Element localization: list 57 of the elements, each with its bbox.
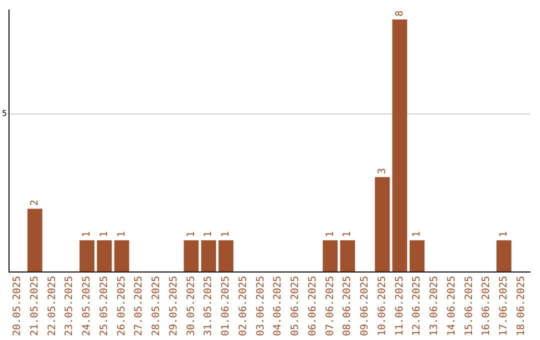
data-label: 1 bbox=[82, 231, 93, 238]
x-tick-label: 18.06.2025 bbox=[516, 276, 527, 336]
bar bbox=[96, 240, 112, 272]
bar bbox=[27, 208, 42, 272]
bar bbox=[340, 240, 356, 272]
x-tick-label: 20.05.2025 bbox=[12, 276, 24, 336]
x-tick-label: 06.06.2025 bbox=[307, 276, 318, 336]
x-tick-label: 14.06.2025 bbox=[446, 276, 458, 336]
x-tick-label: 03.06.2025 bbox=[255, 276, 266, 336]
bar bbox=[184, 240, 199, 272]
bar bbox=[392, 19, 408, 272]
x-tick-label: 07.06.2025 bbox=[324, 276, 336, 336]
x-tick-label: 27.05.2025 bbox=[134, 276, 145, 336]
bar bbox=[410, 240, 425, 272]
x-tick-label: 11.06.2025 bbox=[394, 276, 406, 336]
bar bbox=[218, 240, 234, 272]
bar bbox=[114, 240, 130, 272]
x-tick-label: 17.06.2025 bbox=[498, 276, 510, 336]
x-tick-label: 28.05.2025 bbox=[151, 276, 162, 336]
x-tick-label: 02.06.2025 bbox=[238, 276, 249, 336]
bar bbox=[201, 240, 216, 272]
y-tick-label: 5 bbox=[2, 109, 7, 118]
x-tick-label: 26.05.2025 bbox=[116, 276, 128, 336]
data-label: 1 bbox=[342, 231, 354, 238]
x-tick-label: 04.06.2025 bbox=[272, 276, 284, 336]
data-label: 1 bbox=[98, 231, 110, 238]
data-label: 1 bbox=[116, 231, 128, 238]
x-tick-label: 22.05.2025 bbox=[46, 276, 58, 336]
x-tick-label: 13.06.2025 bbox=[429, 276, 440, 336]
x-tick-label: 23.05.2025 bbox=[64, 276, 76, 336]
x-tick-label: 24.05.2025 bbox=[82, 276, 93, 336]
x-tick-label: 09.06.2025 bbox=[360, 276, 371, 336]
x-tick-label: 12.06.2025 bbox=[412, 276, 423, 336]
x-tick-label: 15.06.2025 bbox=[464, 276, 475, 336]
x-tick-label: 01.06.2025 bbox=[220, 276, 232, 336]
data-label: 1 bbox=[412, 231, 423, 238]
data-label: 1 bbox=[203, 231, 214, 238]
bar bbox=[496, 240, 512, 272]
data-label: 3 bbox=[376, 168, 388, 174]
x-tick-label: 25.05.2025 bbox=[98, 276, 110, 336]
x-tick-label: 08.06.2025 bbox=[342, 276, 354, 336]
data-label: 1 bbox=[186, 231, 197, 238]
bar bbox=[374, 177, 390, 272]
x-tick-label: 10.06.2025 bbox=[376, 276, 388, 336]
x-tick-label: 05.06.2025 bbox=[290, 276, 302, 336]
data-label: 1 bbox=[220, 231, 232, 238]
x-tick-label: 29.05.2025 bbox=[168, 276, 180, 336]
x-tick-label: 21.05.2025 bbox=[29, 276, 40, 336]
data-label: 1 bbox=[324, 231, 336, 238]
bar bbox=[80, 240, 94, 272]
data-label: 1 bbox=[498, 231, 510, 238]
data-label: 2 bbox=[29, 200, 40, 206]
x-tick-label: 16.06.2025 bbox=[481, 276, 492, 336]
x-tick-label: 30.05.2025 bbox=[186, 276, 197, 336]
x-tick-label: 31.05.2025 bbox=[203, 276, 214, 336]
data-label: 8 bbox=[394, 10, 406, 16]
bar bbox=[322, 240, 338, 272]
